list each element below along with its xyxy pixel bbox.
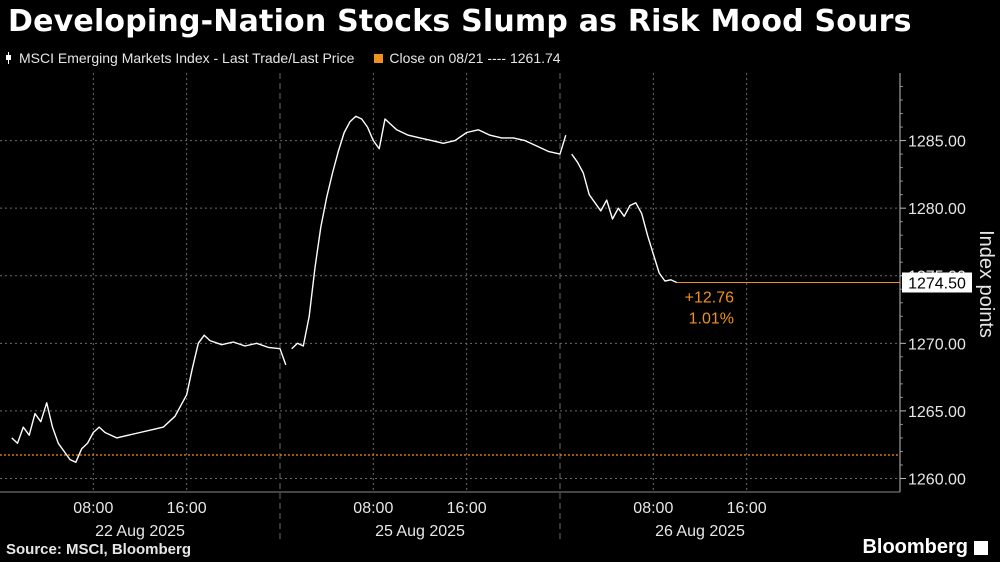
price-line-1 xyxy=(11,334,287,463)
source-note: Source: MSCI, Bloomberg xyxy=(6,541,192,558)
last-value-box xyxy=(902,272,972,293)
y-tick-label: 1265.00 xyxy=(908,404,966,421)
brand: Bloomberg xyxy=(862,536,988,559)
chart-title: Developing-Nation Stocks Slump as Risk M… xyxy=(8,4,912,39)
legend-series-label: MSCI Emerging Markets Index - Last Trade… xyxy=(19,50,355,66)
bloomberg-logo-icon xyxy=(974,540,988,555)
x-tick-label: 16:00 xyxy=(167,500,207,517)
x-tick-label: 08:00 xyxy=(73,500,113,517)
change-abs-label: +12.76 xyxy=(685,290,734,307)
last-value-label: 1274.50 xyxy=(908,276,966,293)
day-label: 26 Aug 2025 xyxy=(655,523,745,540)
day-label: 25 Aug 2025 xyxy=(375,523,465,540)
x-tick-label: 16:00 xyxy=(447,500,487,517)
y-tick-label: 1270.00 xyxy=(908,336,966,353)
legend-close-swatch xyxy=(374,53,384,63)
price-line-2 xyxy=(291,115,567,350)
y-tick-label: 1260.00 xyxy=(908,471,966,488)
x-tick-label: 08:00 xyxy=(353,500,393,517)
price-line-3 xyxy=(571,153,677,284)
change-pct-label: 1.01% xyxy=(689,311,734,328)
candle-icon xyxy=(6,52,13,64)
legend-close-label: Close on 08/21 ---- 1261.74 xyxy=(389,50,561,66)
y-axis-title: Index points xyxy=(975,230,997,338)
legend: MSCI Emerging Markets Index - Last Trade… xyxy=(6,50,561,66)
x-tick-label: 16:00 xyxy=(727,500,767,517)
y-tick-label: 1280.00 xyxy=(908,201,966,218)
y-tick-label: 1285.00 xyxy=(908,134,966,151)
brand-name: Bloomberg xyxy=(862,536,968,558)
day-label: 22 Aug 2025 xyxy=(95,523,185,540)
x-tick-label: 08:00 xyxy=(633,500,673,517)
